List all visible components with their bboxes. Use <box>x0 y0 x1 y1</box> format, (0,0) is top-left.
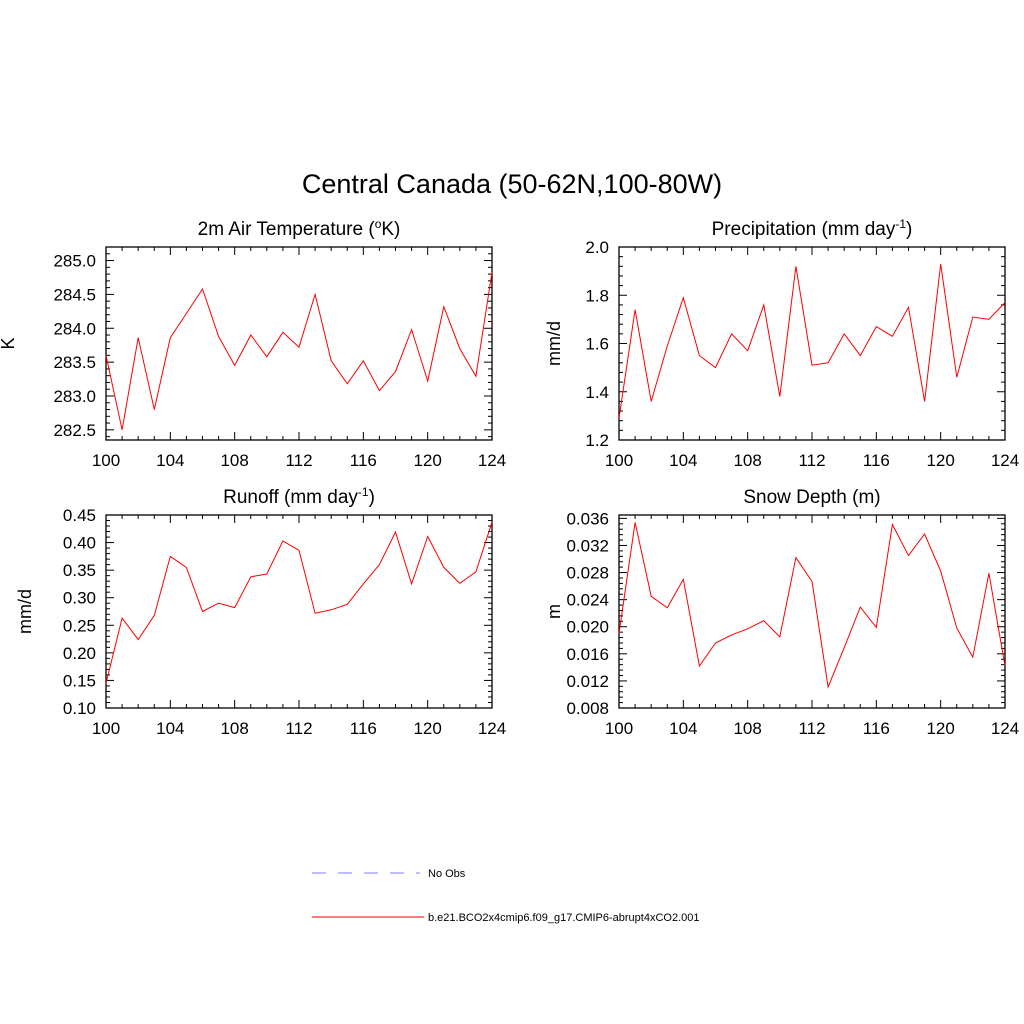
legend: No Obs b.e21.BCO2x4cmip6.f09_g17.CMIP6-a… <box>312 868 700 924</box>
chart-panel-2: Precipitation (mm day-1) 100 104 108 112 116 1… <box>544 217 1019 470</box>
y-tick-label: 0.024 <box>566 591 609 610</box>
y-tick-label: 0.30 <box>63 589 96 608</box>
x-tick-label: 108 <box>733 451 761 470</box>
chart-panel-4: Snow Depth (m) 100 104 108 112 116 120 124 0.008… <box>544 487 1019 738</box>
panel-title-sup: -1 <box>358 485 369 499</box>
panel-title-main: Runoff (mm day <box>223 487 358 508</box>
x-tick-label: 100 <box>605 451 633 470</box>
legend-label-model: b.e21.BCO2x4cmip6.f09_g17.CMIP6-abrupt4x… <box>428 912 700 924</box>
y-tick-label: 284.0 <box>53 319 96 338</box>
panel-title-sup: -1 <box>895 217 906 231</box>
panel-title-tail: ) <box>906 219 912 240</box>
y-tick-label: 0.036 <box>566 509 609 528</box>
x-tick-label: 124 <box>478 451 506 470</box>
panel-title-tail: ) <box>369 487 375 508</box>
y-tick-label: 284.5 <box>53 285 96 304</box>
y-tick-label: 0.20 <box>63 644 96 663</box>
x-tick-label: 108 <box>733 719 761 738</box>
series-line-model <box>105 272 493 430</box>
y-tick-label: 0.45 <box>63 506 96 525</box>
panel-title-main: Snow Depth (m) <box>743 487 880 508</box>
y-tick-label: 283.5 <box>53 353 96 372</box>
series-line-model <box>618 522 1006 689</box>
x-tick-label: 116 <box>350 719 377 738</box>
panel-title: Snow Depth (m) <box>743 487 880 508</box>
x-tick-label: 112 <box>285 451 312 470</box>
legend-label-no-obs: No Obs <box>428 868 466 880</box>
x-tick-label: 100 <box>605 719 633 738</box>
x-tick-label: 112 <box>798 451 825 470</box>
series-line-model <box>105 522 493 684</box>
y-tick-label: 1.4 <box>585 383 609 402</box>
y-tick-label: 0.032 <box>566 536 609 555</box>
y-tick-label: 0.35 <box>63 561 96 580</box>
panel-title-main: Precipitation (mm day <box>712 219 896 240</box>
x-tick-label: 100 <box>92 719 120 738</box>
y-axis-label: m <box>544 604 564 619</box>
y-axis-label: mm/d <box>544 321 564 366</box>
x-tick-label: 104 <box>156 719 184 738</box>
y-tick-label: 285.0 <box>53 252 96 271</box>
x-tick-label: 100 <box>92 451 120 470</box>
x-tick-label: 104 <box>669 719 697 738</box>
panels: 2m Air Temperature (oK)100 104 108 112 116 12… <box>0 217 1019 738</box>
chart-panel-1: 2m Air Temperature (oK) 100 104 108 112 116 12… <box>0 217 506 470</box>
plot-frame <box>618 514 1006 709</box>
y-tick-label: 0.020 <box>566 618 609 637</box>
x-tick-label: 124 <box>991 451 1019 470</box>
x-tick-label: 120 <box>413 719 441 738</box>
x-tick-label: 108 <box>220 451 248 470</box>
y-tick-label: 0.15 <box>63 671 96 690</box>
panel-title-sup: o <box>375 217 382 231</box>
x-tick-label: 116 <box>350 451 377 470</box>
x-tick-label: 112 <box>285 719 312 738</box>
panel-title: 2m Air Temperature (oK) <box>198 217 401 240</box>
x-tick-label: 116 <box>863 451 890 470</box>
x-tick-label: 116 <box>863 719 890 738</box>
panel-title-main: 2m Air Temperature ( <box>198 219 376 240</box>
series-line-model <box>618 263 1006 419</box>
y-tick-label: 0.028 <box>566 564 609 583</box>
x-tick-label: 112 <box>798 719 825 738</box>
panel-title: Runoff (mm day-1) <box>223 485 375 508</box>
x-tick-label: 104 <box>156 451 184 470</box>
x-tick-label: 120 <box>926 451 954 470</box>
x-tick-label: 108 <box>220 719 248 738</box>
panel-title-tail: K) <box>381 219 400 240</box>
main-title: Central Canada (50-62N,100-80W) <box>302 169 722 199</box>
x-tick-label: 120 <box>413 451 441 470</box>
y-axis-label: mm/d <box>15 589 35 634</box>
plot-frame <box>105 514 493 709</box>
y-tick-label: 1.8 <box>585 286 609 305</box>
chart-panel-3: Runoff (mm day-1) 100 104 108 112 116 120 124 0.… <box>15 485 506 738</box>
y-tick-label: 2.0 <box>585 238 609 257</box>
y-tick-label: 283.0 <box>53 387 96 406</box>
y-tick-label: 0.008 <box>566 699 609 718</box>
y-axis-label: K <box>0 337 18 349</box>
x-tick-label: 124 <box>478 719 506 738</box>
panel-title: Precipitation (mm day-1) <box>712 217 913 240</box>
y-tick-label: 0.016 <box>566 645 609 664</box>
y-tick-label: 0.40 <box>63 534 96 553</box>
x-tick-label: 120 <box>926 719 954 738</box>
x-tick-label: 124 <box>991 719 1019 738</box>
plot-frame <box>105 246 493 441</box>
y-tick-label: 0.012 <box>566 672 609 691</box>
y-tick-label: 0.10 <box>63 699 96 718</box>
plot-frame <box>618 246 1006 441</box>
x-tick-label: 104 <box>669 451 697 470</box>
y-tick-label: 282.5 <box>53 421 96 440</box>
y-tick-label: 0.25 <box>63 616 96 635</box>
y-tick-label: 1.2 <box>585 431 609 450</box>
y-tick-label: 1.6 <box>585 335 609 354</box>
